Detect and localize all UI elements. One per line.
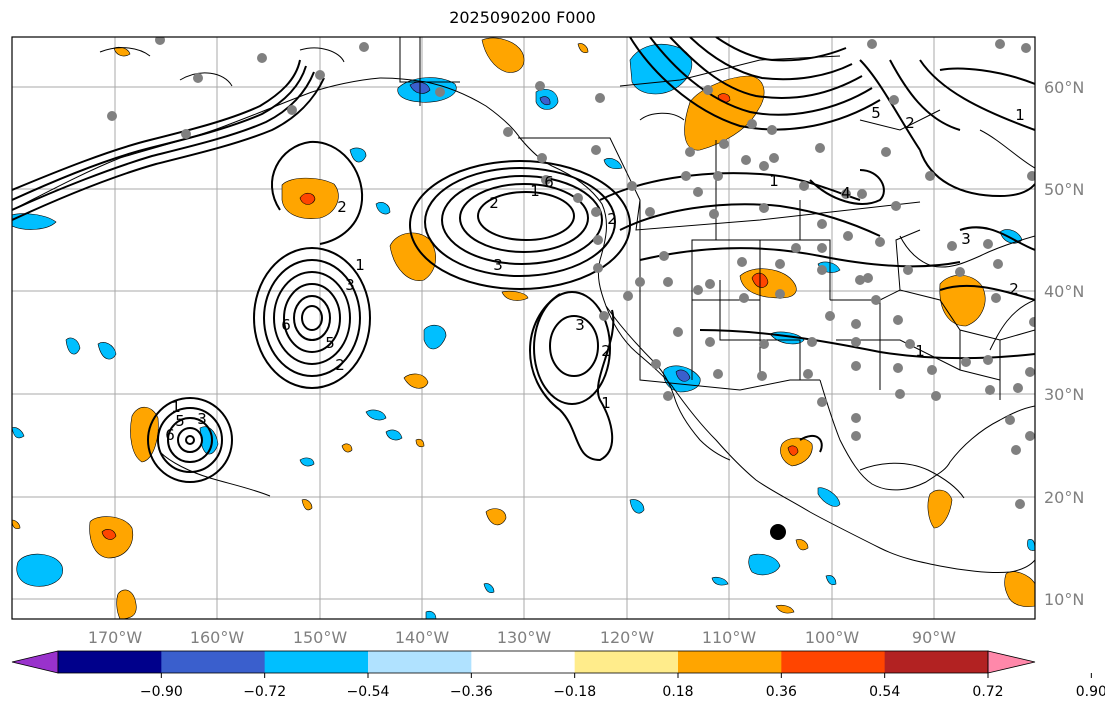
contour-label: 2 (1009, 280, 1019, 298)
contour-label: 1 (915, 342, 925, 360)
contour-label: 5 (871, 104, 881, 122)
contour-label: 2 (905, 114, 915, 132)
colorbar-extend-low (11, 650, 59, 674)
colorbar: −0.90 −0.72 −0.54 −0.36 −0.18 0.18 0.36 0.54 0.7… (11, 650, 1105, 700)
contour-label: 3 (575, 316, 585, 334)
latitude-labels: 10°N 20°N 30°N 40°N 50°N 60°N (1044, 78, 1084, 609)
lon-label: 90°W (912, 628, 956, 647)
anomaly-fills (12, 37, 1035, 619)
colorbar-segment (161, 651, 266, 673)
contour-label: 1 (171, 398, 181, 416)
lat-label: 10°N (1044, 590, 1084, 609)
colorbar-segment (368, 651, 472, 673)
contour-label: 5 (325, 334, 335, 352)
lon-label: 160°W (190, 628, 245, 647)
colorbar-segment (58, 651, 162, 673)
contour-label: 1 (601, 394, 611, 412)
contour-label: 3 (345, 276, 355, 294)
longitude-labels: 170°W 160°W 150°W 140°W 130°W 120°W 110°… (88, 628, 956, 647)
lon-label: 120°W (600, 628, 655, 647)
contour-label: 1 (769, 172, 779, 190)
contour-label: 2 (337, 198, 347, 216)
colorbar-segment (781, 651, 886, 673)
colorbar-tick-label: −0.72 (243, 684, 286, 700)
lon-label: 170°W (88, 628, 143, 647)
contour-label: 4 (841, 184, 851, 202)
colorbar-tick-label: 0.36 (766, 684, 797, 700)
colorbar-extend-high (987, 650, 1036, 674)
lat-label: 50°N (1044, 180, 1084, 199)
contour-label: 6 (165, 426, 175, 444)
colorbar-segment (574, 651, 679, 673)
colorbar-tick-label: −0.54 (347, 684, 390, 700)
colorbar-tick-label: −0.36 (450, 684, 493, 700)
contour-label: 6 (281, 316, 291, 334)
colorbar-segment (884, 651, 989, 673)
colorbar-tick-label: 0.18 (662, 684, 693, 700)
storm-center-marker (770, 524, 786, 540)
map-title: 2025090200 F000 (449, 8, 596, 27)
map-border (11, 36, 1036, 620)
station-markers (107, 37, 1035, 509)
lat-label: 30°N (1044, 385, 1084, 404)
contour-label: 1 (1015, 106, 1025, 124)
contour-label: 3 (197, 410, 207, 428)
colorbar-tick-label: 0.72 (972, 684, 1003, 700)
lon-label: 110°W (702, 628, 757, 647)
lat-label: 60°N (1044, 78, 1084, 97)
lat-label: 20°N (1044, 488, 1084, 507)
contour-label: 5 (175, 412, 185, 430)
coastlines (12, 37, 1035, 574)
lon-label: 100°W (805, 628, 860, 647)
contour-label: 1 (530, 182, 540, 200)
colorbar-outline (57, 650, 989, 674)
contour-label: 3 (961, 230, 971, 248)
colorbar-segment (471, 651, 576, 673)
contour-label: 2 (489, 194, 499, 212)
contour-label: 2 (607, 210, 617, 228)
contour-label: 2 (601, 342, 611, 360)
colorbar-segment (264, 651, 369, 673)
lon-label: 150°W (293, 628, 348, 647)
colorbar-tick-label: −0.18 (553, 684, 596, 700)
contour-label: 6 (544, 173, 554, 191)
lon-label: 140°W (395, 628, 450, 647)
colorbar-tick-label: −0.90 (140, 684, 183, 700)
contour-label: 2 (335, 356, 345, 374)
contour-label: 1 (355, 256, 365, 274)
colorbar-tick-label: 0.54 (869, 684, 900, 700)
colorbar-tick-label: 0.90 (1076, 684, 1105, 700)
contour-label: 3 (493, 256, 503, 274)
lon-label: 130°W (497, 628, 552, 647)
lat-label: 40°N (1044, 282, 1084, 301)
colorbar-segment (678, 651, 782, 673)
